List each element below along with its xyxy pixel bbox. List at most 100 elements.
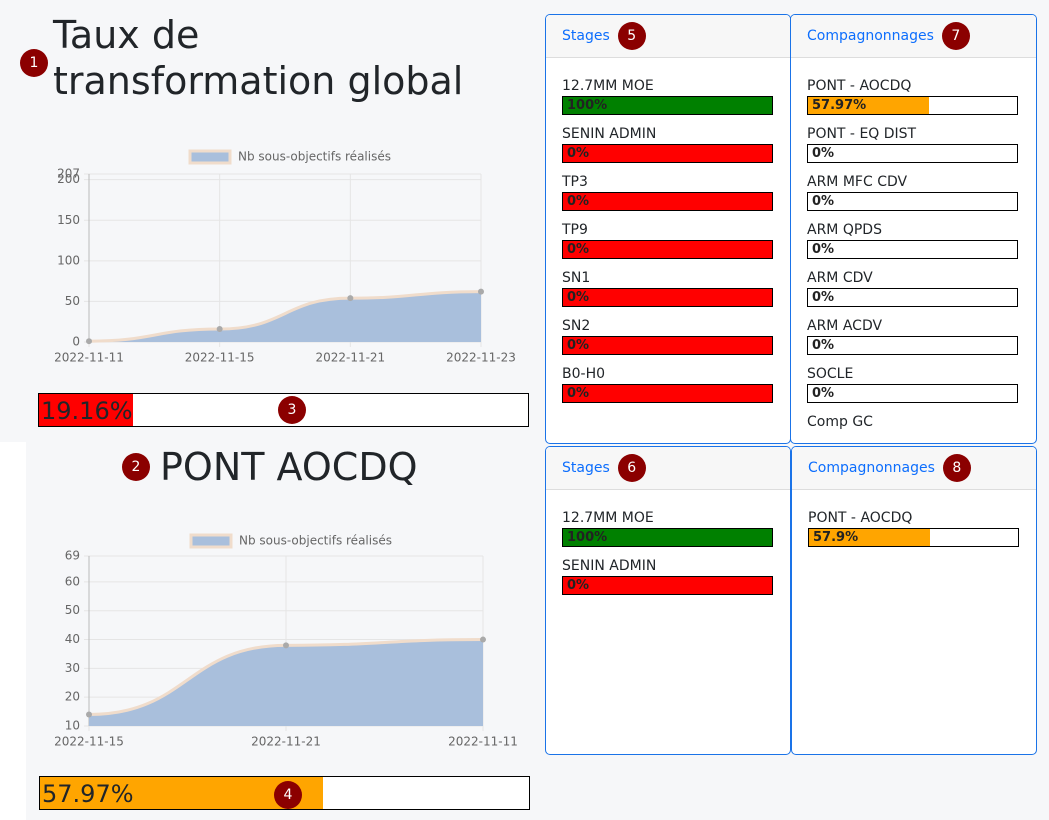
y-tick-label: 207 [57, 167, 80, 181]
badge: 1 [20, 49, 48, 77]
progress-label: 0% [567, 338, 590, 353]
progress-bar: 0% [807, 144, 1018, 163]
badge: 5 [617, 22, 646, 50]
y-tick-label: 50 [65, 294, 80, 308]
progress-bar: 0% [807, 240, 1018, 259]
chart: 10 20 30 40 50 60 69 2022-11-15 2022-11-21 2022-1… [54, 533, 518, 749]
progress-label: 57.97% [42, 780, 134, 808]
badge: 4 [274, 781, 302, 809]
card: Stages 6 12.7MM MOE 100% SENIN ADMIN 0% [545, 446, 791, 755]
legend-swatch [188, 149, 232, 165]
y-tick-label: 100 [57, 253, 80, 267]
item-name: SENIN ADMIN [562, 126, 657, 142]
item-name: SN1 [562, 270, 591, 286]
progress-bar: 0% [562, 144, 773, 163]
legend-label: Nb sous-objectifs réalisés [238, 150, 391, 164]
y-tick-label: 10 [65, 719, 80, 733]
x-tick-label: 2022-11-15 [54, 735, 124, 749]
item-name: SOCLE [807, 366, 854, 382]
progress-bar: 0% [562, 288, 773, 307]
progress-bar: 57.97% [807, 96, 1018, 115]
badge: 2 [122, 453, 150, 481]
y-tick-label: 20 [65, 690, 80, 704]
progress-label: 0% [567, 290, 590, 305]
title: Taux de transformation global [53, 13, 464, 103]
progress-label: 0% [812, 194, 835, 209]
x-tick-label: 2022-11-11 [448, 735, 518, 749]
progress-bar: 0% [562, 192, 773, 211]
badge: 8 [942, 454, 971, 482]
y-tick-label: 150 [57, 213, 80, 227]
card-title[interactable]: Compagnonnages [808, 460, 935, 476]
progress-label: 100% [567, 530, 608, 545]
progress-label: 19.16% [41, 397, 133, 425]
progress-label: 100% [567, 98, 608, 113]
progress-label: 0% [812, 242, 835, 257]
legend-label: Nb sous-objectifs réalisés [239, 534, 392, 548]
x-tick-label: 2022-11-21 [315, 351, 385, 365]
card: Stages 5 12.7MM MOE 100% SENIN ADMIN 0% TP3 0% T… [545, 14, 791, 444]
line [88, 290, 482, 343]
progress-bar: 0% [562, 576, 773, 595]
card: Compagnonnages 8 PONT - AOCDQ 57.9% [791, 446, 1037, 755]
y-tick-label: 69 [65, 549, 80, 563]
progress-label: 57.97% [812, 98, 867, 113]
progress-bar: 0% [562, 336, 773, 355]
item-name: ARM CDV [807, 270, 873, 286]
point [480, 636, 486, 643]
point [283, 642, 289, 649]
point [216, 326, 223, 333]
x-tick-label: 2022-11-21 [251, 735, 321, 749]
progress-fill [39, 394, 133, 426]
item-list: PONT - AOCDQ 57.97% PONT - EQ DIST 0% ARM MF… [791, 58, 1036, 432]
item-list: 12.7MM MOE 100% SENIN ADMIN 0% TP3 0% TP9 0% SN1… [546, 58, 790, 403]
card-title[interactable]: Stages [562, 460, 610, 476]
title: PONT AOCDQ [160, 445, 418, 489]
x-tick-label: 2022-11-15 [185, 351, 255, 365]
progress-label: 0% [812, 146, 835, 161]
item-list: PONT - AOCDQ 57.9% [792, 490, 1036, 547]
progress-label: 0% [567, 386, 590, 401]
progress-label: 0% [567, 146, 590, 161]
card-title[interactable]: Stages [562, 28, 610, 44]
progress-bar: 100% [562, 96, 773, 115]
progress-bar: 0% [562, 384, 773, 403]
item-name: PONT - AOCDQ [807, 78, 912, 94]
card-header: Stages 6 [546, 447, 790, 490]
y-tick-label: 60 [65, 574, 80, 588]
area [89, 291, 481, 342]
item-name: ARM MFC CDV [807, 174, 908, 190]
progress-bar: 0% [562, 240, 773, 259]
item-name: 12.7MM MOE [562, 78, 654, 94]
badge: 6 [617, 454, 646, 482]
card-header: Stages 5 [546, 15, 790, 58]
card-header: Compagnonnages 8 [792, 447, 1036, 490]
progress-bar: 0% [807, 192, 1018, 211]
y-tick-label: 50 [65, 603, 80, 617]
item-list: 12.7MM MOE 100% SENIN ADMIN 0% [546, 490, 790, 595]
area [89, 639, 483, 726]
badge: 7 [941, 22, 970, 50]
progress-bar: 100% [562, 528, 773, 547]
card-header: Compagnonnages 7 [791, 15, 1036, 58]
progress-label: 0% [567, 578, 590, 593]
x-tick-label: 2022-11-11 [54, 351, 124, 365]
progress-bar: 57.9% [808, 528, 1019, 547]
item-name: TP3 [562, 174, 588, 190]
x-tick-label: 2022-11-23 [446, 351, 516, 365]
progress-label: 0% [812, 386, 835, 401]
progress-label: 0% [567, 194, 590, 209]
item-name: 12.7MM MOE [562, 510, 654, 526]
item-name: B0-H0 [562, 366, 605, 382]
progress-bar: 0% [807, 384, 1018, 403]
progress-label: 0% [812, 290, 835, 305]
point [478, 288, 484, 295]
y-tick-label: 0 [72, 335, 80, 349]
card-title[interactable]: Compagnonnages [807, 28, 934, 44]
item-name: ARM ACDV [807, 318, 883, 334]
progress-fill [563, 97, 772, 114]
y-tick-label: 40 [65, 632, 80, 646]
background [0, 442, 26, 820]
